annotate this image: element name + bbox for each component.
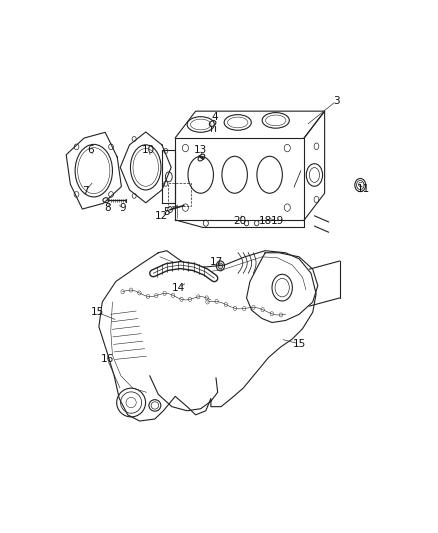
Text: 7: 7	[82, 186, 88, 196]
Text: 16: 16	[101, 354, 114, 365]
Text: C: C	[358, 182, 363, 188]
Text: 12: 12	[155, 211, 168, 221]
Text: 17: 17	[209, 257, 223, 267]
Text: 3: 3	[333, 96, 340, 106]
Bar	[169, 183, 191, 206]
Text: 20: 20	[233, 216, 246, 226]
Text: 8: 8	[104, 204, 111, 213]
Text: 9: 9	[119, 204, 126, 213]
Text: 19: 19	[270, 216, 284, 226]
Ellipse shape	[218, 263, 223, 269]
Text: 18: 18	[258, 216, 272, 226]
Text: 10: 10	[141, 145, 155, 155]
Text: 15: 15	[91, 307, 104, 317]
Text: 14: 14	[172, 282, 185, 293]
Text: 6: 6	[87, 145, 94, 155]
Text: 15: 15	[293, 339, 306, 349]
Text: 11: 11	[357, 184, 370, 194]
Text: 4: 4	[211, 112, 218, 122]
Text: 5: 5	[163, 207, 170, 217]
Text: 13: 13	[194, 145, 207, 155]
